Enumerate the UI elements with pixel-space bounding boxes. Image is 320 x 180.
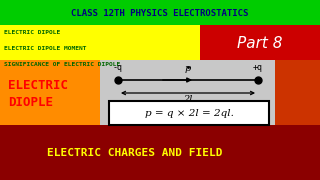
Text: 2l: 2l xyxy=(183,95,193,104)
Text: ELECTRIC CHARGES AND FIELD: ELECTRIC CHARGES AND FIELD xyxy=(47,148,223,158)
FancyBboxPatch shape xyxy=(0,60,100,125)
Text: ELECTRIC DIPOLE: ELECTRIC DIPOLE xyxy=(4,30,60,35)
FancyBboxPatch shape xyxy=(275,60,320,125)
Text: DIOPLE: DIOPLE xyxy=(8,96,53,109)
FancyBboxPatch shape xyxy=(100,60,275,125)
Text: Part 8: Part 8 xyxy=(237,35,283,51)
Text: SIGNIFICANCE OF ELECTRIC DIPOLE: SIGNIFICANCE OF ELECTRIC DIPOLE xyxy=(4,62,120,66)
Text: +q: +q xyxy=(253,63,263,72)
Text: p: p xyxy=(185,64,191,73)
Text: -q: -q xyxy=(113,63,123,72)
Text: CLASS 12TH PHYSICS ELECTROSTATICS: CLASS 12TH PHYSICS ELECTROSTATICS xyxy=(71,8,249,17)
FancyBboxPatch shape xyxy=(0,0,320,25)
FancyBboxPatch shape xyxy=(200,25,320,62)
FancyBboxPatch shape xyxy=(109,101,269,125)
Text: p = q × 2l = 2ql.: p = q × 2l = 2ql. xyxy=(145,109,233,118)
Text: ELECTRIC: ELECTRIC xyxy=(8,78,68,91)
Text: ELECTRIC DIPOLE MOMENT: ELECTRIC DIPOLE MOMENT xyxy=(4,46,86,51)
FancyBboxPatch shape xyxy=(0,25,200,80)
FancyBboxPatch shape xyxy=(0,125,320,180)
